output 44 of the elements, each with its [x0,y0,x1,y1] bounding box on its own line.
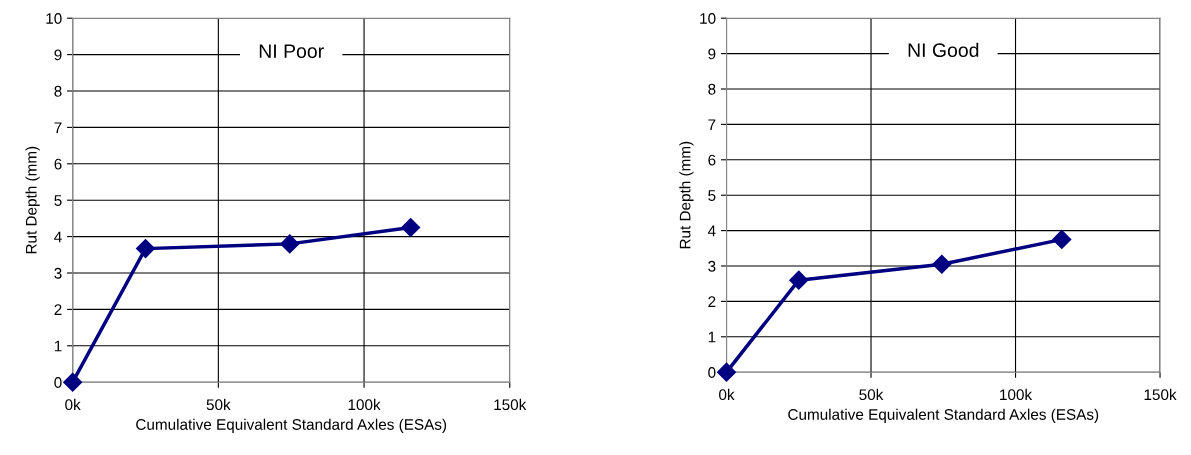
point [63,372,83,392]
y-tick-label: 9 [708,48,716,60]
y-tick-label: 6 [54,158,62,170]
x-tick-label: 100k [1000,388,1033,401]
y-axis-title: Rut Depth (mm) [25,146,40,254]
text: NI Good [908,42,979,58]
y-tick-label: 5 [54,195,62,206]
y-tick-label: 10 [46,13,62,24]
y-tick-label: 2 [708,296,716,307]
y-tick-label: 3 [708,260,716,272]
x-tick-label: 150k [494,398,527,411]
x-axis-title: Cumulative Equivalent Standard Axles (ESAs) [788,408,1099,423]
y-tick-label: 2 [54,304,62,315]
y-tick-label: 7 [708,119,716,130]
x-tick-label: 0k [65,398,81,411]
point [401,217,421,238]
x-tick-label: 100k [348,398,381,411]
y-tick-label: 4 [707,225,716,237]
y-tick-label: 1 [54,340,62,352]
x-tick-label: 0k [719,388,735,401]
y-tick-label: 5 [708,190,716,201]
y-tick-label: 1 [708,331,716,343]
point [280,234,300,254]
y-tick-label: 8 [54,85,62,97]
point [716,362,737,382]
y-tick-label: 8 [708,83,716,95]
text: NI Poor [259,44,324,58]
point [932,254,952,274]
point [135,239,156,259]
y-tick-label: 0 [708,367,716,378]
y-tick-label: 0 [54,377,62,388]
y-tick-label: 6 [708,154,716,166]
x-axis-title: Cumulative Equivalent Standard Axles (ESAs) [136,418,447,433]
point [789,270,809,290]
y-tick-label: 10 [700,13,716,24]
x-tick-label: 50k [859,388,884,401]
point [1052,229,1072,249]
y-tick-label: 7 [54,122,62,133]
y-axis-title: Rut Depth (mm) [679,141,694,249]
y-tick-label: 4 [54,231,62,243]
y-tick-label: 3 [54,267,62,279]
x-tick-label: 50k [206,398,231,411]
x-tick-label: 150k [1144,388,1177,401]
y-tick-label: 9 [54,49,62,61]
